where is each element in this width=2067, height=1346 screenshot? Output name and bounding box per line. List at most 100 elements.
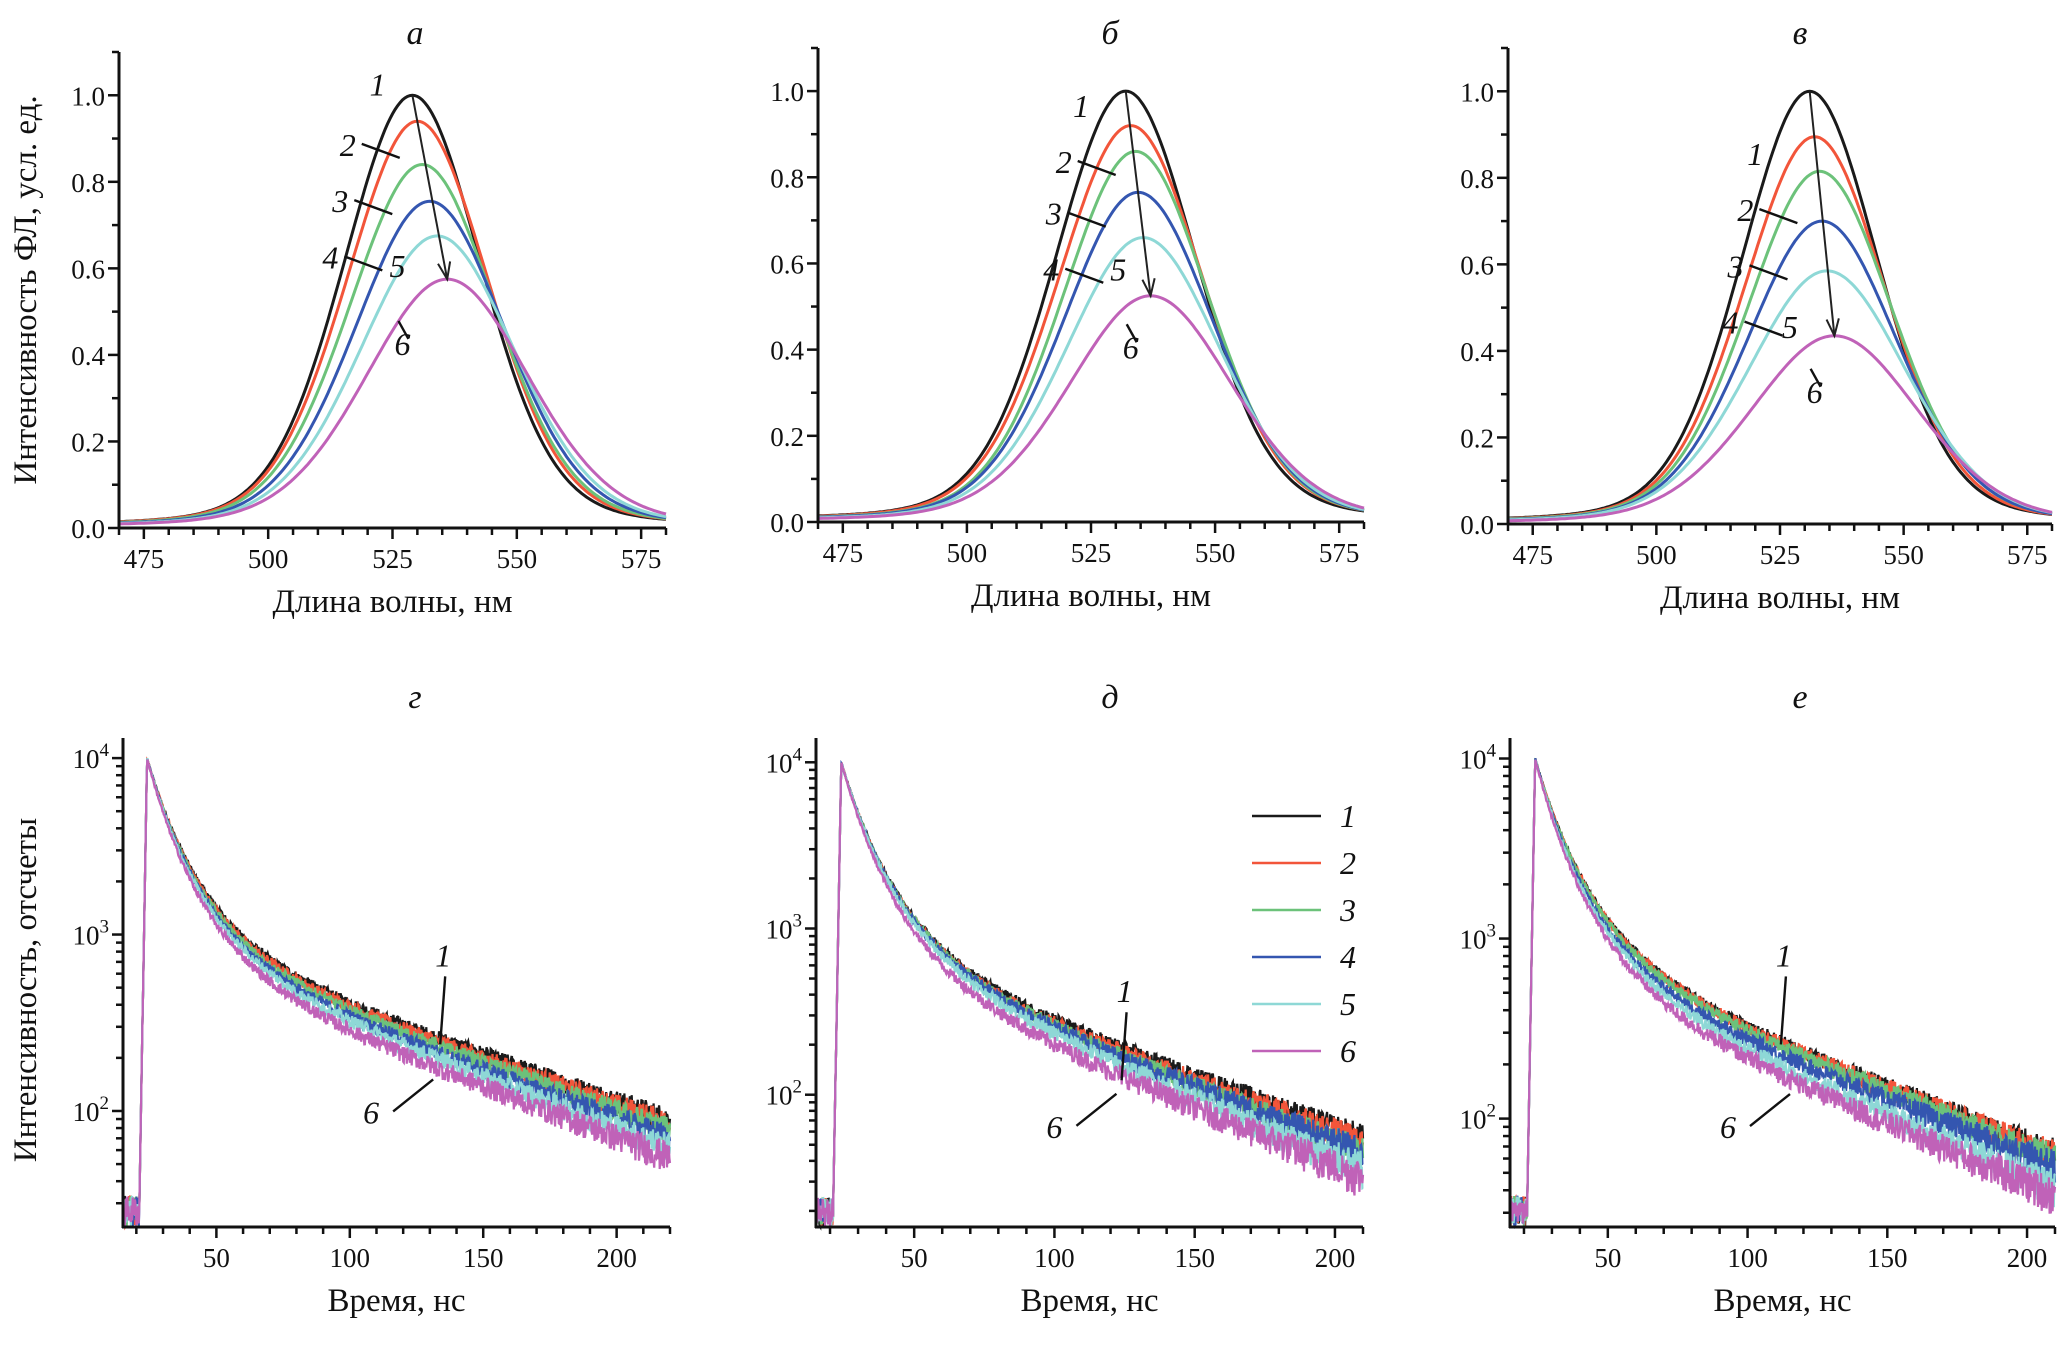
x-tick-label: 50 [1594,1243,1621,1273]
y-tick-label: 0.4 [770,336,804,366]
curves [1507,89,2053,523]
y-tick-label: 0.8 [1460,164,1494,194]
series-line-6 [1508,759,2057,1226]
y-tick-label: 102 [766,1077,803,1111]
y-tick-label: 0.4 [71,341,105,371]
curve-label-2: 2 [340,127,356,163]
x-axis-label: Время, нс [327,1283,465,1319]
leader-line-1 [438,976,447,1045]
leader-line-2 [1077,159,1117,177]
leader-line-2 [1758,207,1798,225]
y-tick-label: 0.6 [770,249,804,279]
curve-labels: 16 [363,937,451,1130]
curve-labels: 12 3 4 5 6 [1043,88,1138,365]
leader-line-3 [353,198,393,216]
legend-item-1: 1 [1252,798,1356,834]
legend-item-4: 4 [1252,939,1356,975]
y-tick-label: 104 [1460,741,1497,775]
y-tick-label: 1.0 [1460,77,1494,107]
curve-label-1: 1 [1747,136,1763,172]
series-line-4 [119,199,667,525]
y-axis-label-fl-intensity: Интенсивность ФЛ, усл. ед. [8,95,44,484]
x-tick-label: 500 [248,544,289,574]
x-axis-label: Длина волны, нм [273,584,513,620]
y-tick-label: 103 [766,911,803,945]
axes: 50 100 150 200 Время, нс 102 103 104 [73,738,672,1319]
axes: 50 100 150 200 Время, нс 102 103 104 [766,738,1365,1319]
x-tick-label: 550 [497,544,538,574]
series-line-3 [118,162,667,524]
legend-label: 4 [1340,939,1356,975]
leader-line-4 [343,255,383,272]
trend-arrow-head [437,261,452,283]
x-tick-label: 575 [2007,540,2048,570]
series-line-1 [814,762,1365,1231]
series-line-6 [121,759,672,1227]
curve-label-1: 1 [1776,937,1792,973]
curve-label-6: 6 [1720,1109,1736,1145]
curve-label-5: 5 [1110,252,1126,288]
x-tick-label: 550 [1883,540,1924,570]
y-axis-label-bottom-row: Интенсивность, отсчеты [8,818,44,1162]
y-tick-label: 0.0 [770,508,804,538]
panel-title: б [1101,15,1120,52]
leader-line-6 [397,320,410,340]
series-line-5 [1508,759,2056,1224]
x-tick-label: 525 [1071,538,1112,568]
curve-label-4: 4 [322,239,338,275]
panel-v: в 475 500 525 550 575 Длина волны, нм 0.0 0.2 0.4… [1460,15,2054,616]
leader-line-1 [1120,1012,1128,1081]
y-tick-label: 0.2 [71,427,105,457]
axes: 475 500 525 550 575 Длина волны, нм 0.0 0.2 0.4 0… [1460,46,2054,616]
legend-label: 2 [1340,845,1356,881]
curve-label-4: 4 [1723,305,1739,341]
leader-line-1 [1779,976,1788,1045]
legend-label: 1 [1340,798,1356,834]
series-line-5 [1507,269,2053,522]
legend-label: 5 [1340,986,1356,1022]
trend-arrow-shaft [411,95,449,280]
panel-title: а [407,15,424,52]
series-line-5 [121,757,672,1226]
x-tick-label: 100 [330,1243,371,1273]
y-tick-label: 102 [73,1093,110,1127]
y-tick-label: 0.6 [71,254,105,284]
panel-b: б 475 500 525 550 575 Длина волны, нм 0.0 0.2 0.4… [770,15,1366,614]
x-tick-label: 550 [1195,538,1236,568]
curves [1508,757,2057,1230]
y-tick-label: 0.6 [1460,250,1494,280]
series-line-4 [814,759,1364,1224]
legend-label: 3 [1339,892,1356,928]
leader-line-6 [392,1078,434,1113]
curves [817,89,1365,520]
curve-label-6: 6 [1123,329,1139,365]
trend-arrow-shaft [1124,90,1152,296]
y-tick-label: 102 [1460,1101,1497,1135]
leader-line-4 [1064,267,1104,284]
curve-label-2: 2 [1056,144,1072,180]
x-tick-label: 200 [1315,1243,1356,1273]
curves [118,93,667,526]
leader-line-2 [361,142,401,159]
x-tick-label: 150 [463,1243,504,1273]
y-tick-label: 0.8 [71,168,105,198]
x-tick-label: 200 [2007,1243,2048,1273]
curve-label-2: 2 [1737,192,1753,228]
leader-line-6 [1749,1093,1791,1127]
curve-label-6: 6 [394,326,410,362]
series-line-1 [121,757,672,1223]
curve-label-5: 5 [1782,309,1798,345]
series-line-1 [118,93,667,524]
y-axis-label-top-row: Интенсивность ФЛ, усл. ед. [8,95,44,484]
legend-item-2: 2 [1252,845,1356,881]
leader-line-4 [1744,320,1783,337]
curve-label-4: 4 [1043,252,1059,288]
series-line-3 [121,758,672,1227]
x-tick-label: 150 [1867,1243,1908,1273]
series-line-1 [1507,89,2053,520]
x-tick-label: 50 [203,1243,230,1273]
panel-a: а 475 500 525 550 575 Длина волны, нм 0.0 0.2 0.4… [71,15,668,620]
